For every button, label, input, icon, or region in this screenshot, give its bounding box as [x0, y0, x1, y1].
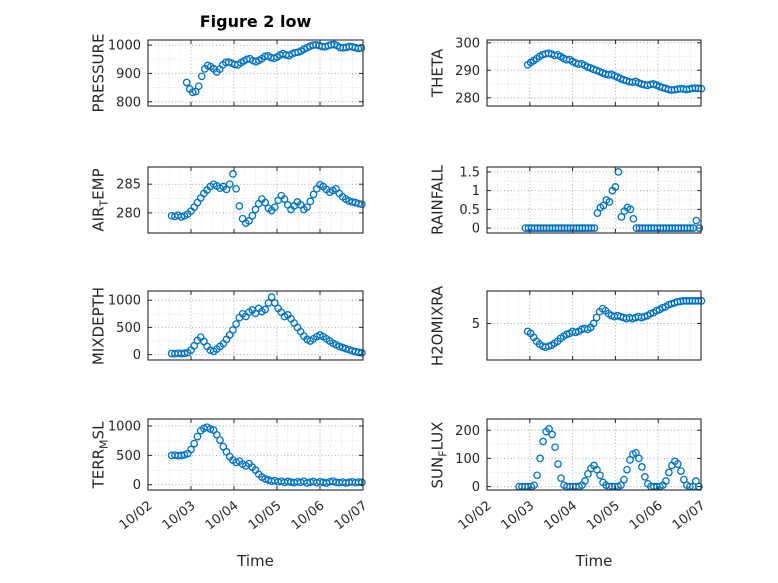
svg-text:0: 0 — [133, 478, 141, 493]
rainfall-svg: 0 0.5 1 1.5 — [459, 165, 704, 237]
svg-text:280: 280 — [455, 91, 480, 106]
time-label-left: Time — [237, 552, 274, 570]
svg-text:280: 280 — [116, 206, 141, 221]
svg-text:290: 290 — [455, 64, 480, 79]
sunflux-plot: 0 100 200 10/02 10/03 10/04 10/05 10/06 10/07 — [437, 414, 708, 542]
svg-text:5: 5 — [472, 317, 480, 332]
figure-title: Figure 2 low — [199, 12, 312, 31]
airtemp-plot: 280 285 — [98, 162, 370, 238]
svg-text:1000: 1000 — [108, 420, 141, 435]
svg-text:10/02: 10/02 — [456, 498, 495, 533]
h2omixra-plot: 5 — [437, 286, 708, 365]
svg-text:200: 200 — [455, 424, 480, 439]
terr_msl-svg: 0 500 1000 10/02 10/03 10/04 10/05 10/06 10/07 — [108, 418, 370, 533]
theta-plot: 280 290 300 — [437, 35, 708, 111]
svg-text:900: 900 — [116, 67, 141, 82]
pressure-svg: 800 900 1000 — [108, 39, 366, 110]
svg-text:10/07: 10/07 — [670, 498, 708, 533]
svg-text:0: 0 — [472, 222, 480, 237]
svg-text:10/02: 10/02 — [117, 498, 156, 533]
svg-text:10/03: 10/03 — [499, 498, 538, 533]
svg-text:1.5: 1.5 — [459, 165, 480, 180]
svg-text:10/07: 10/07 — [332, 498, 370, 533]
svg-text:500: 500 — [116, 449, 141, 464]
svg-text:285: 285 — [116, 178, 141, 193]
air_temp-svg: 280 285 — [116, 166, 366, 234]
svg-text:500: 500 — [116, 321, 141, 336]
svg-text:1: 1 — [472, 184, 480, 199]
svg-text:1000: 1000 — [108, 39, 141, 54]
svg-text:10/05: 10/05 — [584, 498, 623, 533]
svg-text:10/05: 10/05 — [246, 498, 285, 533]
svg-text:10/06: 10/06 — [289, 498, 328, 533]
mixdepth-svg: 0 500 1000 — [108, 290, 366, 363]
svg-text:10/03: 10/03 — [160, 498, 199, 533]
terrmsl-plot: 0 500 1000 10/02 10/03 10/04 10/05 10/06 10/07 — [98, 414, 370, 542]
svg-text:300: 300 — [455, 36, 480, 51]
svg-text:1000: 1000 — [108, 294, 141, 309]
svg-text:800: 800 — [116, 95, 141, 110]
sun_flux-svg: 0 100 200 10/02 10/03 10/04 10/05 10/06 10/07 — [455, 418, 708, 533]
svg-text:0.5: 0.5 — [459, 203, 480, 218]
pressure-plot: 800 900 1000 — [98, 35, 370, 111]
svg-text:10/04: 10/04 — [541, 498, 580, 533]
svg-text:0: 0 — [472, 480, 480, 495]
svg-text:10/04: 10/04 — [203, 498, 242, 533]
time-label-right: Time — [575, 552, 613, 570]
svg-text:0: 0 — [133, 348, 141, 363]
theta-svg: 280 290 300 — [455, 36, 706, 107]
svg-text:100: 100 — [455, 452, 480, 467]
rainfall-plot: 0 0.5 1 1.5 — [437, 162, 708, 238]
svg-text:10/06: 10/06 — [627, 498, 666, 533]
mixdepth-plot: 0 500 1000 — [98, 286, 370, 365]
h2omixra-svg: 5 — [472, 290, 706, 361]
